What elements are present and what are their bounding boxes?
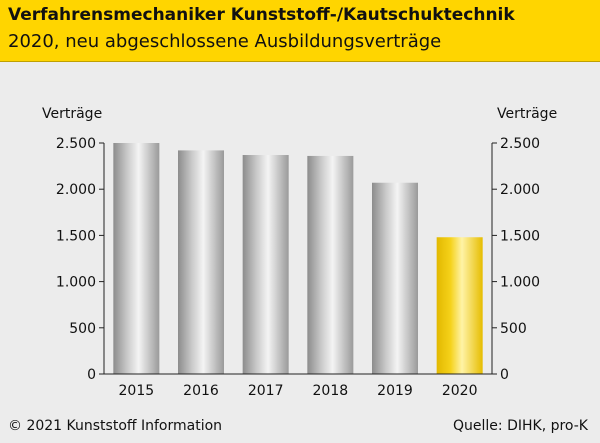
y-tick-label-right: 1.000 bbox=[500, 275, 540, 291]
header-banner: Verfahrensmechaniker Kunststoff-/Kautsch… bbox=[0, 0, 600, 61]
x-tick-label: 2016 bbox=[183, 383, 219, 399]
x-tick-label: 2015 bbox=[119, 383, 155, 399]
y-tick-label-right: 500 bbox=[500, 321, 527, 337]
x-tick-label: 2017 bbox=[248, 383, 284, 399]
bar-series bbox=[113, 143, 483, 374]
y-tick-label-right: 2.000 bbox=[500, 182, 540, 198]
x-tick-label: 2018 bbox=[313, 383, 349, 399]
y-tick-label-right: 0 bbox=[500, 367, 509, 383]
bar-2019 bbox=[372, 182, 418, 374]
y-tick-label-left: 0 bbox=[87, 367, 96, 383]
y-axis-left: 0 500 1.000 1.500 2.000 2.500 bbox=[56, 136, 104, 383]
bar-chart: Verträge Verträge 0 500 1.000 1.500 2.000 2.5… bbox=[42, 106, 557, 399]
source-note: Quelle: DIHK, pro-K bbox=[453, 418, 588, 434]
bar-2018 bbox=[307, 155, 354, 374]
y-axis-label-right: Verträge bbox=[497, 106, 557, 122]
y-tick-label-right: 2.500 bbox=[500, 136, 540, 152]
x-axis-labels: 2015 2016 2017 2018 2019 2020 bbox=[119, 383, 478, 399]
bar-2017 bbox=[242, 155, 289, 374]
chart-title: Verfahrensmechaniker Kunststoff-/Kautsch… bbox=[8, 5, 515, 25]
y-tick-label-left: 2.000 bbox=[56, 182, 96, 198]
x-tick-label: 2019 bbox=[377, 383, 413, 399]
chart-subtitle: 2020, neu abgeschlossene Ausbildungsvert… bbox=[8, 31, 442, 52]
y-tick-label-left: 1.000 bbox=[56, 275, 96, 291]
bar-2015 bbox=[113, 143, 160, 374]
y-tick-label-right: 1.500 bbox=[500, 228, 540, 244]
copyright-note: © 2021 Kunststoff Information bbox=[8, 418, 223, 434]
header-divider bbox=[0, 61, 600, 62]
y-tick-label-left: 500 bbox=[69, 321, 96, 337]
bar-2020 bbox=[436, 237, 483, 374]
y-tick-label-left: 2.500 bbox=[56, 136, 96, 152]
bar-2016 bbox=[178, 150, 224, 374]
x-tick-label: 2020 bbox=[442, 383, 478, 399]
y-axis-label-left: Verträge bbox=[42, 106, 102, 122]
y-axis-right: 0 500 1.000 1.500 2.000 2.500 bbox=[492, 136, 540, 383]
y-tick-label-left: 1.500 bbox=[56, 228, 96, 244]
